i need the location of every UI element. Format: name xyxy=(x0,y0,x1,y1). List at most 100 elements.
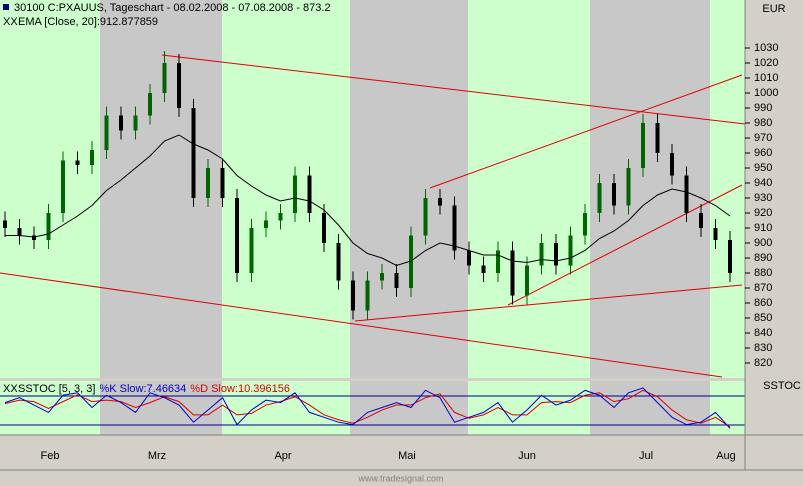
candle-body xyxy=(119,115,123,131)
candle-body xyxy=(249,228,254,273)
osc-panel-label: SSTOC xyxy=(763,380,801,392)
y-tick-label: 1020 xyxy=(754,57,778,69)
legend-xx: XX xyxy=(3,383,18,395)
y-tick-label: 970 xyxy=(754,132,772,144)
x-tick-label: Mrz xyxy=(148,450,166,462)
candle-body xyxy=(206,168,210,198)
osc-name: SSTOC [5, 3, 3] xyxy=(18,383,95,395)
candle-body xyxy=(467,250,471,266)
candle-body xyxy=(17,228,22,236)
osc-k-line xyxy=(4,387,731,429)
candle-body xyxy=(264,220,268,228)
y-tick-label: 840 xyxy=(754,327,772,339)
candle-body xyxy=(728,240,732,273)
footer: www.tradesignal.com xyxy=(357,473,443,483)
y-tick-label: 900 xyxy=(754,237,772,249)
y-tick-label: 1030 xyxy=(754,42,778,54)
candle-body xyxy=(554,243,558,266)
band xyxy=(350,0,468,435)
month-bands xyxy=(0,0,745,435)
candle-body xyxy=(162,63,167,93)
y-tick-label: 990 xyxy=(754,102,772,114)
candle-body xyxy=(568,235,573,266)
candle-body xyxy=(293,175,297,213)
candle-body xyxy=(423,198,428,236)
candle-body xyxy=(525,265,529,296)
ema-line xyxy=(5,134,731,267)
legend-icon xyxy=(3,4,9,10)
trend-line xyxy=(429,74,743,189)
x-tick-label: Aug xyxy=(716,450,736,462)
y-tick-label: 950 xyxy=(754,162,772,174)
chart-title: 30100 C:PXAUUS, Tageschart - 08.02.2008 … xyxy=(14,2,331,14)
candle-body xyxy=(612,183,616,206)
candle-body xyxy=(307,175,312,213)
band xyxy=(222,0,350,435)
candle-body xyxy=(46,213,51,240)
candle-body xyxy=(699,213,703,228)
candle-body xyxy=(235,198,239,273)
band xyxy=(710,0,745,435)
y-tick-label: 940 xyxy=(754,177,772,189)
candle-body xyxy=(380,273,384,281)
osc-d-label: %D Slow:10.396156 xyxy=(190,383,290,395)
candle-body xyxy=(278,213,283,221)
currency-label: EUR xyxy=(762,3,785,15)
candle-body xyxy=(177,63,181,108)
y-tick-label: 870 xyxy=(754,282,772,294)
candle-body xyxy=(3,220,7,228)
y-tick-label: 880 xyxy=(754,267,772,279)
candle-body xyxy=(597,183,602,213)
y-tick-label: 930 xyxy=(754,192,772,204)
candle-body xyxy=(148,93,152,116)
candle-body xyxy=(438,198,442,206)
candle-body xyxy=(322,213,326,243)
band xyxy=(100,0,222,435)
candle-body xyxy=(75,160,80,165)
trend-line xyxy=(354,284,743,322)
candle-body xyxy=(713,228,718,240)
candle-body xyxy=(365,280,370,311)
candle-body xyxy=(496,250,500,273)
candle-body xyxy=(510,250,515,296)
ema-label: EMA [Close, 20]:912.877859 xyxy=(18,16,158,28)
trend-lines xyxy=(0,54,746,378)
candle-body xyxy=(409,235,413,288)
candle-body xyxy=(655,123,660,153)
y-tick-label: 960 xyxy=(754,147,772,159)
candle-body xyxy=(220,168,225,198)
y-tick-label: 1010 xyxy=(754,72,778,84)
y-tick-label: 890 xyxy=(754,252,772,264)
y-tick-label: 850 xyxy=(754,312,772,324)
y-tick-label: 860 xyxy=(754,297,772,309)
candle-body xyxy=(32,235,36,240)
candle-body xyxy=(452,205,457,251)
candle-body xyxy=(336,243,341,281)
y-tick-label: 910 xyxy=(754,222,772,234)
candle-body xyxy=(351,280,355,311)
candle-body xyxy=(90,150,94,165)
candle-body xyxy=(394,273,399,288)
candle-body xyxy=(61,160,65,213)
candle-body xyxy=(583,213,587,236)
y-tick-label: 1000 xyxy=(754,87,778,99)
candle-body xyxy=(133,115,138,131)
osc-k-label: %K Slow:7.46634 xyxy=(99,383,186,395)
x-tick-label: Feb xyxy=(41,450,60,462)
plot-area xyxy=(3,51,732,429)
band xyxy=(590,0,710,435)
candle-body xyxy=(626,168,631,206)
x-tick-label: Jul xyxy=(639,450,653,462)
band xyxy=(468,0,590,435)
candle-body xyxy=(684,175,689,213)
y-tick-label: 920 xyxy=(754,207,772,219)
candle-body xyxy=(670,153,674,176)
y-tick-label: 830 xyxy=(754,342,772,354)
x-tick-label: Apr xyxy=(274,450,291,462)
trend-line xyxy=(0,272,723,378)
candle-body xyxy=(481,265,486,273)
panel-separator xyxy=(0,378,745,381)
trend-line xyxy=(161,54,746,125)
candle-body xyxy=(539,243,544,266)
